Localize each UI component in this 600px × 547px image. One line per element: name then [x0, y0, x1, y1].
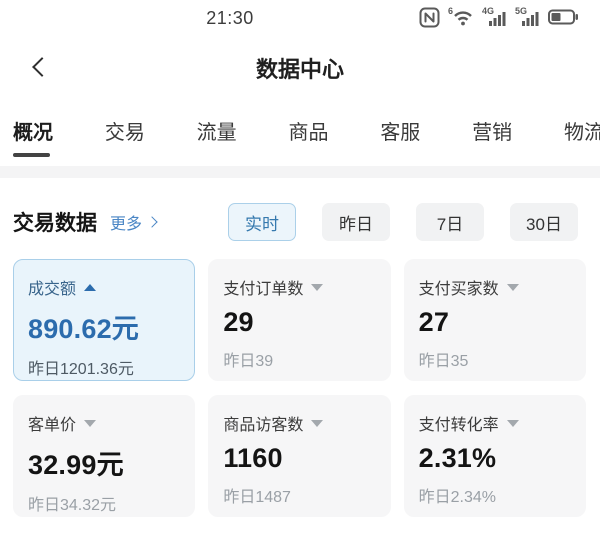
metric-value: 32.99元	[28, 450, 124, 480]
header: 数据中心	[0, 36, 600, 98]
metric-label: 支付订单数	[223, 281, 304, 298]
metric-label: 成交额	[28, 281, 77, 298]
metric-value: 1160	[223, 443, 283, 473]
filter-30-days[interactable]: 30日	[510, 203, 578, 241]
time-filter-group: 实时 昨日 7日 30日	[228, 203, 578, 241]
filter-yesterday[interactable]: 昨日	[322, 203, 390, 241]
tab-traffic[interactable]: 流量	[196, 121, 237, 144]
metric-card-grid: 成交额 890.62元 昨日1201.36元 支付订单数 29 昨日39 支付买…	[0, 259, 600, 517]
metric-card-conversion-rate[interactable]: 支付转化率 2.31% 昨日2.34%	[403, 395, 586, 517]
metric-yesterday: 昨日35	[418, 353, 469, 370]
more-label: 更多	[110, 216, 143, 233]
tab-marketing[interactable]: 营销	[472, 121, 513, 144]
metric-card-paid-orders[interactable]: 支付订单数 29 昨日39	[208, 259, 391, 381]
more-link[interactable]: 更多	[110, 210, 158, 234]
tab-customer-service[interactable]: 客服	[380, 121, 421, 144]
signal-5g-icon: 5G	[515, 6, 541, 28]
tab-transactions[interactable]: 交易	[104, 121, 145, 144]
metric-yesterday: 昨日1487	[223, 489, 291, 506]
triangle-down-icon	[311, 283, 324, 291]
page-title: 数据中心	[255, 57, 345, 82]
status-icons: 6 4G 5G	[419, 6, 578, 28]
battery-icon	[548, 9, 578, 25]
metric-label: 支付买家数	[418, 281, 499, 298]
metric-label: 商品访客数	[223, 417, 304, 434]
metric-card-product-visitors[interactable]: 商品访客数 1160 昨日1487	[208, 395, 391, 517]
section-title: 交易数据	[13, 212, 97, 235]
status-bar: 21:30 6 4G	[0, 0, 600, 36]
triangle-down-icon	[84, 419, 97, 427]
tab-bar: 概况 交易 流量 商品 客服 营销 物流	[0, 98, 600, 166]
metric-value: 890.62元	[28, 314, 139, 344]
metric-yesterday: 昨日2.34%	[418, 489, 497, 506]
metric-value: 27	[418, 307, 450, 337]
back-chevron-icon	[32, 57, 52, 77]
metric-label: 支付转化率	[418, 417, 499, 434]
nfc-icon	[419, 7, 440, 28]
metric-yesterday: 昨日39	[223, 353, 274, 370]
svg-text:6: 6	[448, 6, 453, 16]
metric-yesterday: 昨日34.32元	[28, 497, 117, 514]
back-button[interactable]	[22, 50, 56, 84]
transaction-data-section-header: 交易数据 更多 实时 昨日 7日 30日	[0, 178, 600, 259]
svg-text:4G: 4G	[482, 6, 494, 16]
metric-card-avg-order-value[interactable]: 客单价 32.99元 昨日34.32元	[13, 395, 196, 517]
metric-value: 2.31%	[418, 443, 497, 473]
filter-realtime[interactable]: 实时	[228, 203, 296, 241]
metric-label: 客单价	[28, 417, 77, 434]
triangle-up-icon	[84, 283, 97, 291]
section-separator	[0, 166, 600, 178]
tab-products[interactable]: 商品	[288, 121, 329, 144]
wifi-icon: 6	[447, 6, 475, 28]
metric-card-paid-buyers[interactable]: 支付买家数 27 昨日35	[403, 259, 586, 381]
metric-yesterday: 昨日1201.36元	[28, 361, 134, 378]
triangle-down-icon	[506, 283, 519, 291]
filter-7-days[interactable]: 7日	[416, 203, 484, 241]
triangle-down-icon	[311, 419, 324, 427]
signal-4g-icon: 4G	[482, 6, 508, 28]
chevron-right-icon	[146, 216, 158, 228]
triangle-down-icon	[506, 419, 519, 427]
metric-value: 29	[223, 307, 254, 337]
svg-text:5G: 5G	[515, 6, 527, 16]
metric-card-gmv[interactable]: 成交额 890.62元 昨日1201.36元	[13, 259, 196, 381]
tab-logistics[interactable]: 物流	[563, 121, 600, 144]
tab-overview[interactable]: 概况	[13, 98, 53, 166]
status-time: 21:30	[206, 8, 254, 28]
